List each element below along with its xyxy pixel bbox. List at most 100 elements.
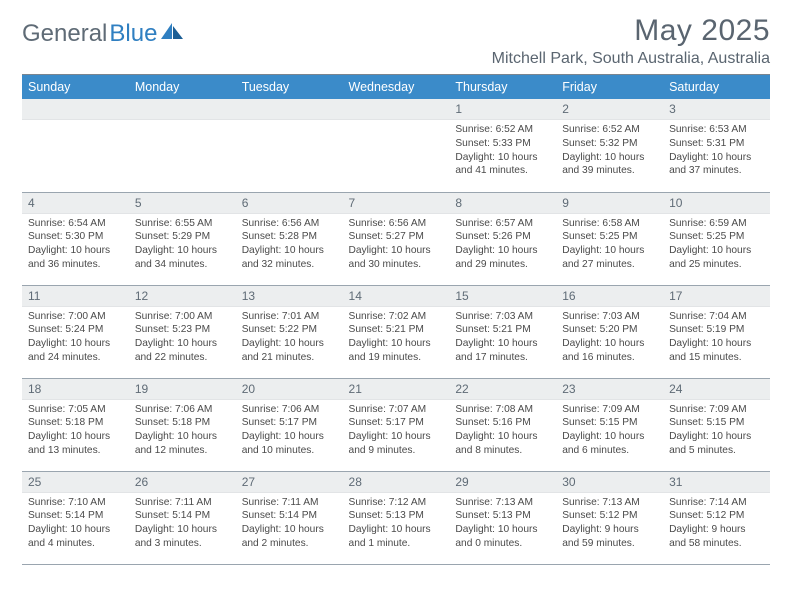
day-number: 14 xyxy=(343,286,450,307)
day-sunset: Sunset: 5:28 PM xyxy=(242,230,337,244)
day-daylight: Daylight: 10 hours and 13 minutes. xyxy=(28,430,123,458)
day-daylight: Daylight: 10 hours and 41 minutes. xyxy=(455,151,550,179)
day-details: Sunrise: 6:54 AMSunset: 5:30 PMDaylight:… xyxy=(22,214,129,274)
day-daylight: Daylight: 10 hours and 34 minutes. xyxy=(135,244,230,272)
calendar-cell: 6Sunrise: 6:56 AMSunset: 5:28 PMDaylight… xyxy=(236,192,343,285)
calendar-cell: 30Sunrise: 7:13 AMSunset: 5:12 PMDayligh… xyxy=(556,471,663,564)
calendar-cell: 22Sunrise: 7:08 AMSunset: 5:16 PMDayligh… xyxy=(449,378,556,471)
calendar-cell: 18Sunrise: 7:05 AMSunset: 5:18 PMDayligh… xyxy=(22,378,129,471)
day-daylight: Daylight: 10 hours and 30 minutes. xyxy=(349,244,444,272)
day-details: Sunrise: 7:10 AMSunset: 5:14 PMDaylight:… xyxy=(22,493,129,553)
day-sunrise: Sunrise: 7:09 AM xyxy=(669,403,764,417)
day-sunset: Sunset: 5:14 PM xyxy=(242,509,337,523)
day-number: 18 xyxy=(22,379,129,400)
day-sunset: Sunset: 5:13 PM xyxy=(455,509,550,523)
weekday-header: Tuesday xyxy=(236,75,343,100)
day-sunset: Sunset: 5:16 PM xyxy=(455,416,550,430)
day-sunrise: Sunrise: 7:00 AM xyxy=(135,310,230,324)
day-sunset: Sunset: 5:17 PM xyxy=(349,416,444,430)
calendar-cell: 14Sunrise: 7:02 AMSunset: 5:21 PMDayligh… xyxy=(343,285,450,378)
day-sunrise: Sunrise: 7:05 AM xyxy=(28,403,123,417)
weekday-header: Wednesday xyxy=(343,75,450,100)
day-sunset: Sunset: 5:15 PM xyxy=(562,416,657,430)
calendar-cell: 1Sunrise: 6:52 AMSunset: 5:33 PMDaylight… xyxy=(449,99,556,192)
day-sunrise: Sunrise: 6:56 AM xyxy=(242,217,337,231)
title-block: May 2025 Mitchell Park, South Australia,… xyxy=(492,14,770,68)
day-details: Sunrise: 7:00 AMSunset: 5:23 PMDaylight:… xyxy=(129,307,236,367)
day-daylight: Daylight: 10 hours and 37 minutes. xyxy=(669,151,764,179)
day-number: 25 xyxy=(22,472,129,493)
day-number: 13 xyxy=(236,286,343,307)
day-sunrise: Sunrise: 6:57 AM xyxy=(455,217,550,231)
day-sunset: Sunset: 5:23 PM xyxy=(135,323,230,337)
calendar-cell xyxy=(236,99,343,192)
weekday-header: Thursday xyxy=(449,75,556,100)
day-number: 5 xyxy=(129,193,236,214)
day-number: 22 xyxy=(449,379,556,400)
calendar-week-row: 4Sunrise: 6:54 AMSunset: 5:30 PMDaylight… xyxy=(22,192,770,285)
day-daylight: Daylight: 9 hours and 58 minutes. xyxy=(669,523,764,551)
calendar-header-row: Sunday Monday Tuesday Wednesday Thursday… xyxy=(22,75,770,100)
logo: GeneralBlue xyxy=(22,14,183,48)
day-details: Sunrise: 7:01 AMSunset: 5:22 PMDaylight:… xyxy=(236,307,343,367)
day-details: Sunrise: 6:58 AMSunset: 5:25 PMDaylight:… xyxy=(556,214,663,274)
day-sunrise: Sunrise: 7:11 AM xyxy=(242,496,337,510)
day-sunrise: Sunrise: 7:13 AM xyxy=(562,496,657,510)
day-sunrise: Sunrise: 6:54 AM xyxy=(28,217,123,231)
day-daylight: Daylight: 10 hours and 4 minutes. xyxy=(28,523,123,551)
day-sunrise: Sunrise: 7:08 AM xyxy=(455,403,550,417)
calendar-week-row: 11Sunrise: 7:00 AMSunset: 5:24 PMDayligh… xyxy=(22,285,770,378)
day-details: Sunrise: 7:13 AMSunset: 5:12 PMDaylight:… xyxy=(556,493,663,553)
day-sunrise: Sunrise: 7:01 AM xyxy=(242,310,337,324)
day-daylight: Daylight: 10 hours and 36 minutes. xyxy=(28,244,123,272)
day-details: Sunrise: 7:03 AMSunset: 5:21 PMDaylight:… xyxy=(449,307,556,367)
day-daylight: Daylight: 9 hours and 59 minutes. xyxy=(562,523,657,551)
day-details: Sunrise: 7:11 AMSunset: 5:14 PMDaylight:… xyxy=(236,493,343,553)
calendar-cell: 15Sunrise: 7:03 AMSunset: 5:21 PMDayligh… xyxy=(449,285,556,378)
day-sunrise: Sunrise: 7:03 AM xyxy=(562,310,657,324)
weekday-header: Friday xyxy=(556,75,663,100)
day-details: Sunrise: 6:52 AMSunset: 5:33 PMDaylight:… xyxy=(449,120,556,180)
day-daylight: Daylight: 10 hours and 39 minutes. xyxy=(562,151,657,179)
calendar-cell: 23Sunrise: 7:09 AMSunset: 5:15 PMDayligh… xyxy=(556,378,663,471)
day-number: 17 xyxy=(663,286,770,307)
month-title: May 2025 xyxy=(492,14,770,48)
day-daylight: Daylight: 10 hours and 15 minutes. xyxy=(669,337,764,365)
day-details: Sunrise: 6:57 AMSunset: 5:26 PMDaylight:… xyxy=(449,214,556,274)
day-sunrise: Sunrise: 7:02 AM xyxy=(349,310,444,324)
day-details: Sunrise: 6:53 AMSunset: 5:31 PMDaylight:… xyxy=(663,120,770,180)
calendar-cell xyxy=(343,99,450,192)
day-daylight: Daylight: 10 hours and 27 minutes. xyxy=(562,244,657,272)
day-sunrise: Sunrise: 6:52 AM xyxy=(562,123,657,137)
day-sunrise: Sunrise: 7:04 AM xyxy=(669,310,764,324)
calendar-cell: 24Sunrise: 7:09 AMSunset: 5:15 PMDayligh… xyxy=(663,378,770,471)
calendar-cell: 5Sunrise: 6:55 AMSunset: 5:29 PMDaylight… xyxy=(129,192,236,285)
day-details: Sunrise: 7:06 AMSunset: 5:17 PMDaylight:… xyxy=(236,400,343,460)
day-details: Sunrise: 7:08 AMSunset: 5:16 PMDaylight:… xyxy=(449,400,556,460)
calendar-week-row: 18Sunrise: 7:05 AMSunset: 5:18 PMDayligh… xyxy=(22,378,770,471)
day-sunset: Sunset: 5:14 PM xyxy=(28,509,123,523)
day-details: Sunrise: 7:09 AMSunset: 5:15 PMDaylight:… xyxy=(663,400,770,460)
day-number: 4 xyxy=(22,193,129,214)
day-details: Sunrise: 7:00 AMSunset: 5:24 PMDaylight:… xyxy=(22,307,129,367)
day-number: 28 xyxy=(343,472,450,493)
day-details: Sunrise: 6:56 AMSunset: 5:28 PMDaylight:… xyxy=(236,214,343,274)
location: Mitchell Park, South Australia, Australi… xyxy=(492,50,770,68)
day-details: Sunrise: 6:52 AMSunset: 5:32 PMDaylight:… xyxy=(556,120,663,180)
day-number: 15 xyxy=(449,286,556,307)
day-daylight: Daylight: 10 hours and 22 minutes. xyxy=(135,337,230,365)
day-daylight: Daylight: 10 hours and 5 minutes. xyxy=(669,430,764,458)
day-details: Sunrise: 7:09 AMSunset: 5:15 PMDaylight:… xyxy=(556,400,663,460)
day-sunset: Sunset: 5:30 PM xyxy=(28,230,123,244)
calendar-cell: 13Sunrise: 7:01 AMSunset: 5:22 PMDayligh… xyxy=(236,285,343,378)
day-sunset: Sunset: 5:17 PM xyxy=(242,416,337,430)
calendar-cell: 2Sunrise: 6:52 AMSunset: 5:32 PMDaylight… xyxy=(556,99,663,192)
day-number-empty xyxy=(343,99,450,120)
day-sunrise: Sunrise: 7:06 AM xyxy=(242,403,337,417)
day-sunrise: Sunrise: 7:03 AM xyxy=(455,310,550,324)
day-number: 24 xyxy=(663,379,770,400)
day-number: 6 xyxy=(236,193,343,214)
day-sunset: Sunset: 5:27 PM xyxy=(349,230,444,244)
day-number: 26 xyxy=(129,472,236,493)
day-daylight: Daylight: 10 hours and 25 minutes. xyxy=(669,244,764,272)
